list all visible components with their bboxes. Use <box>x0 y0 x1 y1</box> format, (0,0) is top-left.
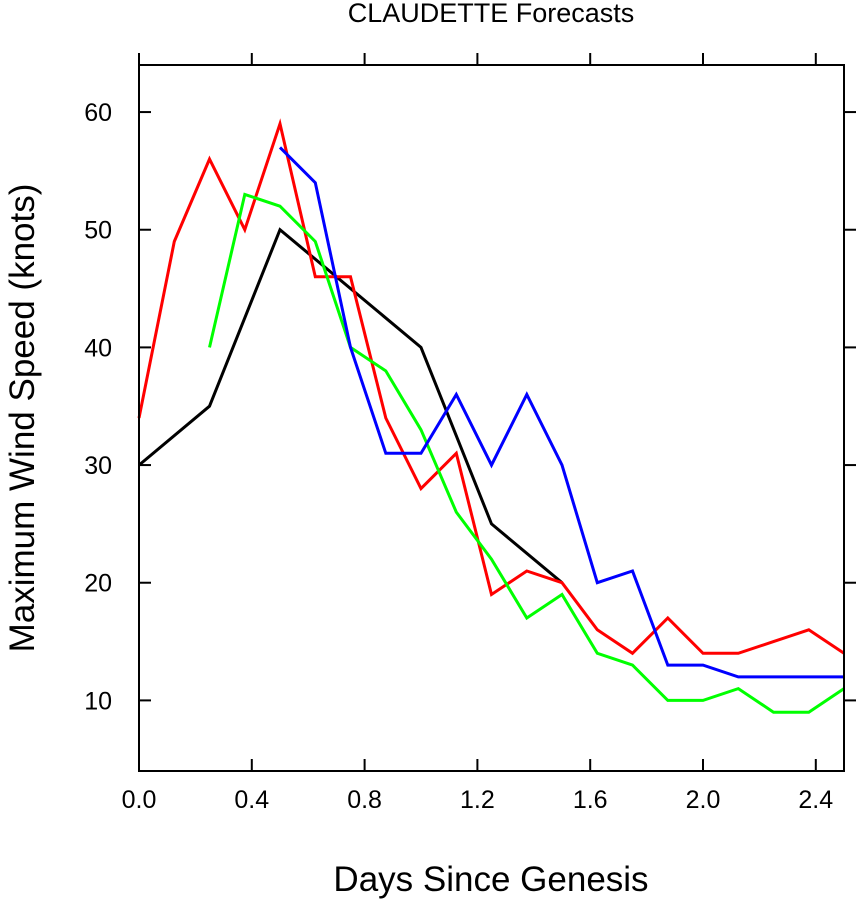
y-tick-label: 40 <box>84 334 112 362</box>
x-tick-label: 1.6 <box>573 786 608 814</box>
y-tick-label: 20 <box>84 570 112 598</box>
y-tick-label: 60 <box>84 99 112 127</box>
y-tick-label: 10 <box>84 687 112 715</box>
x-tick-label: 1.2 <box>460 786 495 814</box>
y-tick-labels: 10 20 30 40 50 60 <box>84 99 112 715</box>
chart-title: CLAUDETTE Forecasts <box>348 0 635 28</box>
axis-ticks <box>138 53 856 771</box>
x-tick-label: 0.4 <box>234 786 269 814</box>
x-tick-labels: 0.0 0.4 0.8 1.2 1.6 2.0 2.4 <box>122 786 834 814</box>
series-lines <box>137 118 845 714</box>
series-line-4 <box>278 146 844 679</box>
x-tick-label: 2.0 <box>686 786 721 814</box>
x-tick-label: 2.4 <box>798 786 833 814</box>
y-tick-label: 50 <box>84 217 112 245</box>
x-axis-label: Days Since Genesis <box>333 860 648 899</box>
series-line-3 <box>208 192 845 714</box>
series-line-2 <box>137 118 845 656</box>
y-tick-label: 30 <box>84 452 112 480</box>
plot-frame <box>138 64 845 772</box>
x-tick-label: 0.0 <box>122 786 157 814</box>
series-line-1 <box>138 227 563 584</box>
y-axis-label: Maximum Wind Speed (knots) <box>3 184 42 653</box>
x-tick-label: 0.8 <box>347 786 382 814</box>
